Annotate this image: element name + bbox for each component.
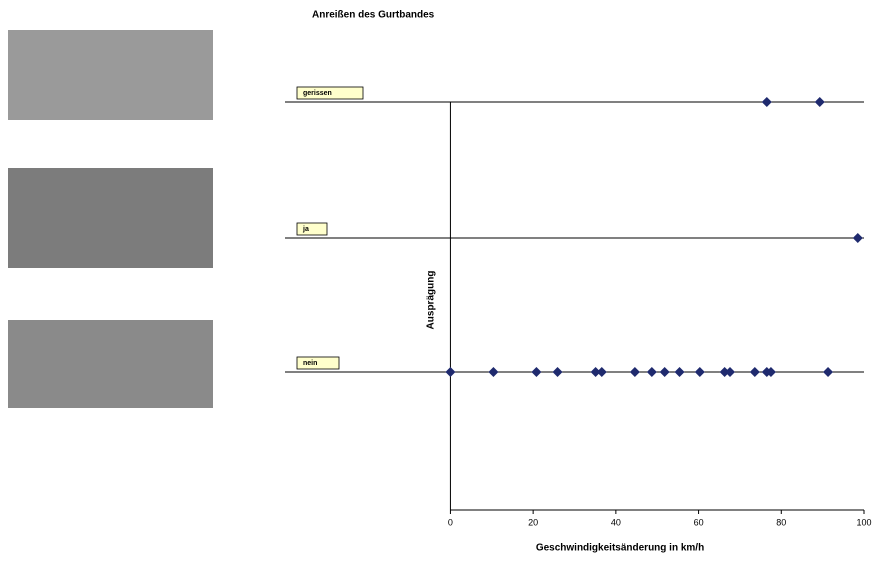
data-point — [675, 367, 685, 377]
data-point — [762, 97, 772, 107]
data-point — [531, 367, 541, 377]
y-axis-label: Ausprägung — [426, 271, 437, 330]
x-tick-label: 100 — [856, 517, 871, 527]
data-point — [630, 367, 640, 377]
category-label: ja — [302, 226, 309, 233]
x-axis-label: Geschwindigkeitsänderung in km/h — [536, 543, 704, 554]
data-point — [445, 367, 455, 377]
category-box — [297, 223, 327, 235]
x-tick-label: 20 — [528, 517, 538, 527]
x-tick-label: 80 — [776, 517, 786, 527]
x-tick-label: 60 — [694, 517, 704, 527]
photo-intact — [8, 320, 213, 408]
data-point — [553, 367, 563, 377]
data-point — [750, 367, 760, 377]
data-point — [815, 97, 825, 107]
chart: Anreißen des Gurtbandes Geschwindigkeits… — [0, 0, 883, 558]
data-point — [695, 367, 705, 377]
x-tick-label: 40 — [611, 517, 621, 527]
data-point — [823, 367, 833, 377]
data-point — [488, 367, 498, 377]
chart-title: Anreißen des Gurtbandes — [312, 10, 435, 21]
photo-cut — [8, 168, 213, 268]
data-point — [725, 367, 735, 377]
data-point — [647, 367, 657, 377]
category-label: gerissen — [303, 90, 332, 97]
x-tick-label: 0 — [448, 517, 453, 527]
data-point — [853, 233, 863, 243]
category-label: nein — [303, 360, 317, 367]
data-point — [660, 367, 670, 377]
data-point — [597, 367, 607, 377]
photos — [8, 30, 213, 408]
photo-torn — [8, 30, 213, 120]
